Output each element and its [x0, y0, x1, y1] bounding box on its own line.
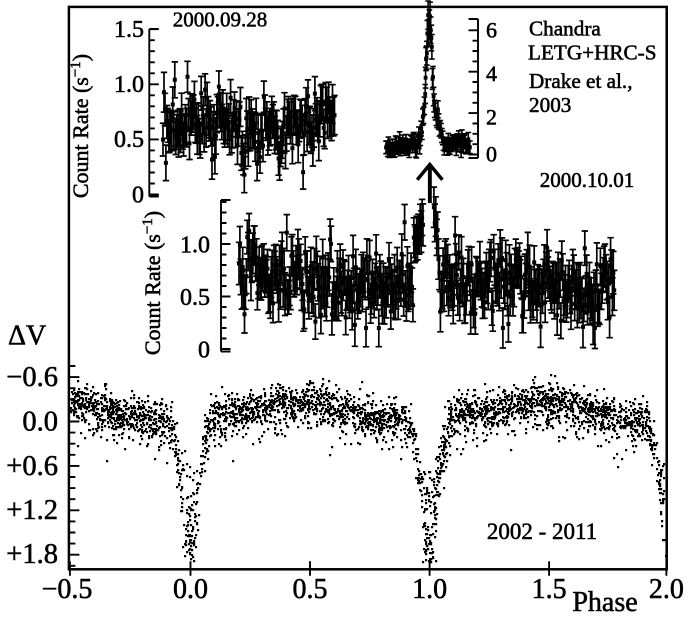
svg-text:−0.5: −0.5 — [42, 574, 93, 605]
svg-text:0: 0 — [486, 142, 497, 167]
svg-text:1.5: 1.5 — [532, 574, 567, 605]
svg-text:Drake et al.,: Drake et al., — [529, 69, 633, 93]
svg-text:Chandra: Chandra — [529, 17, 601, 41]
svg-text:2003: 2003 — [529, 93, 571, 117]
svg-text:0.0: 0.0 — [173, 574, 208, 605]
svg-text:Count Rate (s−1): Count Rate (s−1) — [68, 54, 93, 198]
svg-text:+1.2: +1.2 — [6, 495, 58, 526]
svg-text:6: 6 — [486, 18, 497, 43]
svg-text:Count Rate (s−1): Count Rate (s−1) — [140, 211, 165, 355]
svg-text:0.5: 0.5 — [180, 285, 210, 311]
svg-text:0.0: 0.0 — [22, 407, 58, 438]
svg-text:0.5: 0.5 — [114, 127, 144, 153]
svg-text:+0.6: +0.6 — [6, 451, 58, 482]
svg-text:2000.10.01: 2000.10.01 — [540, 168, 635, 192]
svg-text:ΔV: ΔV — [8, 321, 46, 352]
svg-text:LETG+HRC-S: LETG+HRC-S — [528, 41, 656, 65]
svg-text:2002 - 2011: 2002 - 2011 — [487, 519, 597, 544]
svg-text:0: 0 — [198, 338, 210, 364]
svg-text:0.5: 0.5 — [293, 574, 328, 605]
svg-text:0: 0 — [132, 183, 144, 209]
svg-text:1.0: 1.0 — [114, 72, 144, 98]
svg-text:1.0: 1.0 — [412, 574, 447, 605]
svg-text:Phase: Phase — [572, 587, 637, 618]
svg-text:1.5: 1.5 — [114, 17, 144, 43]
svg-text:1.0: 1.0 — [180, 233, 210, 259]
svg-text:+1.8: +1.8 — [6, 539, 58, 570]
svg-text:4: 4 — [486, 61, 497, 86]
svg-text:2000.09.28: 2000.09.28 — [173, 8, 268, 32]
svg-text:−0.6: −0.6 — [6, 362, 58, 393]
svg-text:2: 2 — [486, 105, 497, 130]
svg-text:2.0: 2.0 — [649, 574, 684, 605]
